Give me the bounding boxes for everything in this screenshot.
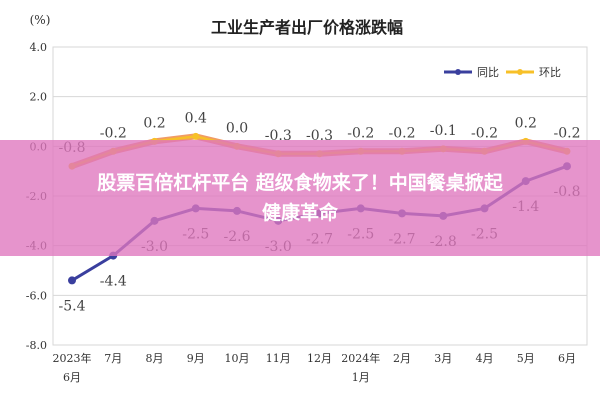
data-label-mom: -0.2 xyxy=(100,125,127,141)
data-label-mom: 0.2 xyxy=(143,115,165,131)
legend-marker-mom xyxy=(517,69,523,75)
x-tick-label: 8月 xyxy=(146,352,164,365)
data-label-yoy: -4.4 xyxy=(100,274,127,290)
data-label-mom: -0.3 xyxy=(306,128,333,144)
y-tick-label: -6.0 xyxy=(26,289,47,302)
data-label-mom: 0.0 xyxy=(226,120,248,136)
legend: 同比 环比 xyxy=(444,66,561,79)
x-tick-label-line2: 6月 xyxy=(63,371,81,384)
y-tick-label: 4.0 xyxy=(30,41,48,54)
legend-label-yoy: 同比 xyxy=(477,66,499,79)
y-tick-label: 2.0 xyxy=(30,91,48,104)
data-label-yoy: -5.4 xyxy=(59,298,86,314)
x-tick-label: 2024年 xyxy=(341,351,380,365)
x-tick-label: 3月 xyxy=(434,352,452,365)
data-point-yoy xyxy=(68,276,76,285)
x-tick-label-line2: 1月 xyxy=(352,371,370,384)
x-tick-label: 6月 xyxy=(558,352,576,365)
data-point-mom xyxy=(192,132,200,140)
x-tick-label: 4月 xyxy=(476,352,494,365)
data-label-mom: -0.2 xyxy=(471,125,498,141)
data-label-mom: -0.3 xyxy=(265,128,292,144)
x-tick-label: 9月 xyxy=(187,352,205,365)
y-tick-label: -8.0 xyxy=(26,339,47,352)
x-tick-label: 2月 xyxy=(393,352,411,365)
data-label-mom: -0.1 xyxy=(430,123,457,139)
y-unit-label: (%) xyxy=(30,13,51,27)
x-tick-label: 10月 xyxy=(225,352,250,365)
data-label-mom: -0.2 xyxy=(347,125,374,141)
x-tick-label: 2023年 xyxy=(53,351,92,365)
data-label-mom: -0.2 xyxy=(389,125,416,141)
banner-text-line-2: 健康革命 xyxy=(261,202,338,224)
x-tick-label: 7月 xyxy=(104,352,122,365)
legend-marker-yoy xyxy=(455,69,461,75)
banner-text-line-1: 股票百倍杠杆平台 超级食物来了！中国餐桌掀起 xyxy=(97,172,503,194)
chart-title: 工业生产者出厂价格涨跌幅 xyxy=(211,18,403,37)
x-tick-label: 11月 xyxy=(266,352,291,365)
x-tick-label: 5月 xyxy=(517,352,535,365)
legend-label-mom: 环比 xyxy=(539,66,561,79)
data-label-mom: 0.4 xyxy=(185,110,207,126)
promo-banner[interactable]: 股票百倍杠杆平台 超级食物来了！中国餐桌掀起 健康革命 xyxy=(0,140,600,256)
data-label-mom: 0.2 xyxy=(515,115,537,131)
data-label-mom: -0.2 xyxy=(554,125,581,141)
x-tick-label: 12月 xyxy=(307,352,332,365)
